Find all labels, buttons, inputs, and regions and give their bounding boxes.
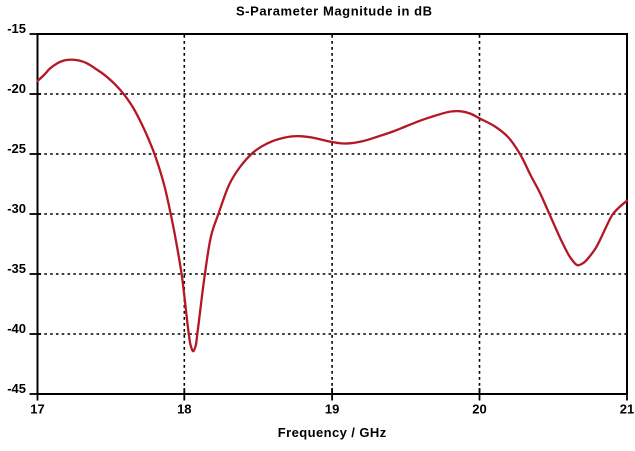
svg-text:-15: -15 [7, 21, 26, 36]
svg-text:S-Parameter Magnitude in dB: S-Parameter Magnitude in dB [236, 4, 433, 19]
svg-text:20: 20 [472, 402, 486, 417]
svg-text:-45: -45 [7, 381, 26, 396]
svg-text:Frequency / GHz: Frequency / GHz [278, 425, 387, 440]
svg-text:-30: -30 [7, 201, 26, 216]
svg-text:21: 21 [620, 402, 634, 417]
svg-text:19: 19 [325, 402, 339, 417]
svg-text:18: 18 [177, 402, 191, 417]
svg-text:-25: -25 [7, 141, 26, 156]
svg-text:-40: -40 [7, 321, 26, 336]
svg-text:17: 17 [30, 402, 44, 417]
svg-text:-20: -20 [7, 81, 26, 96]
svg-text:-35: -35 [7, 261, 26, 276]
